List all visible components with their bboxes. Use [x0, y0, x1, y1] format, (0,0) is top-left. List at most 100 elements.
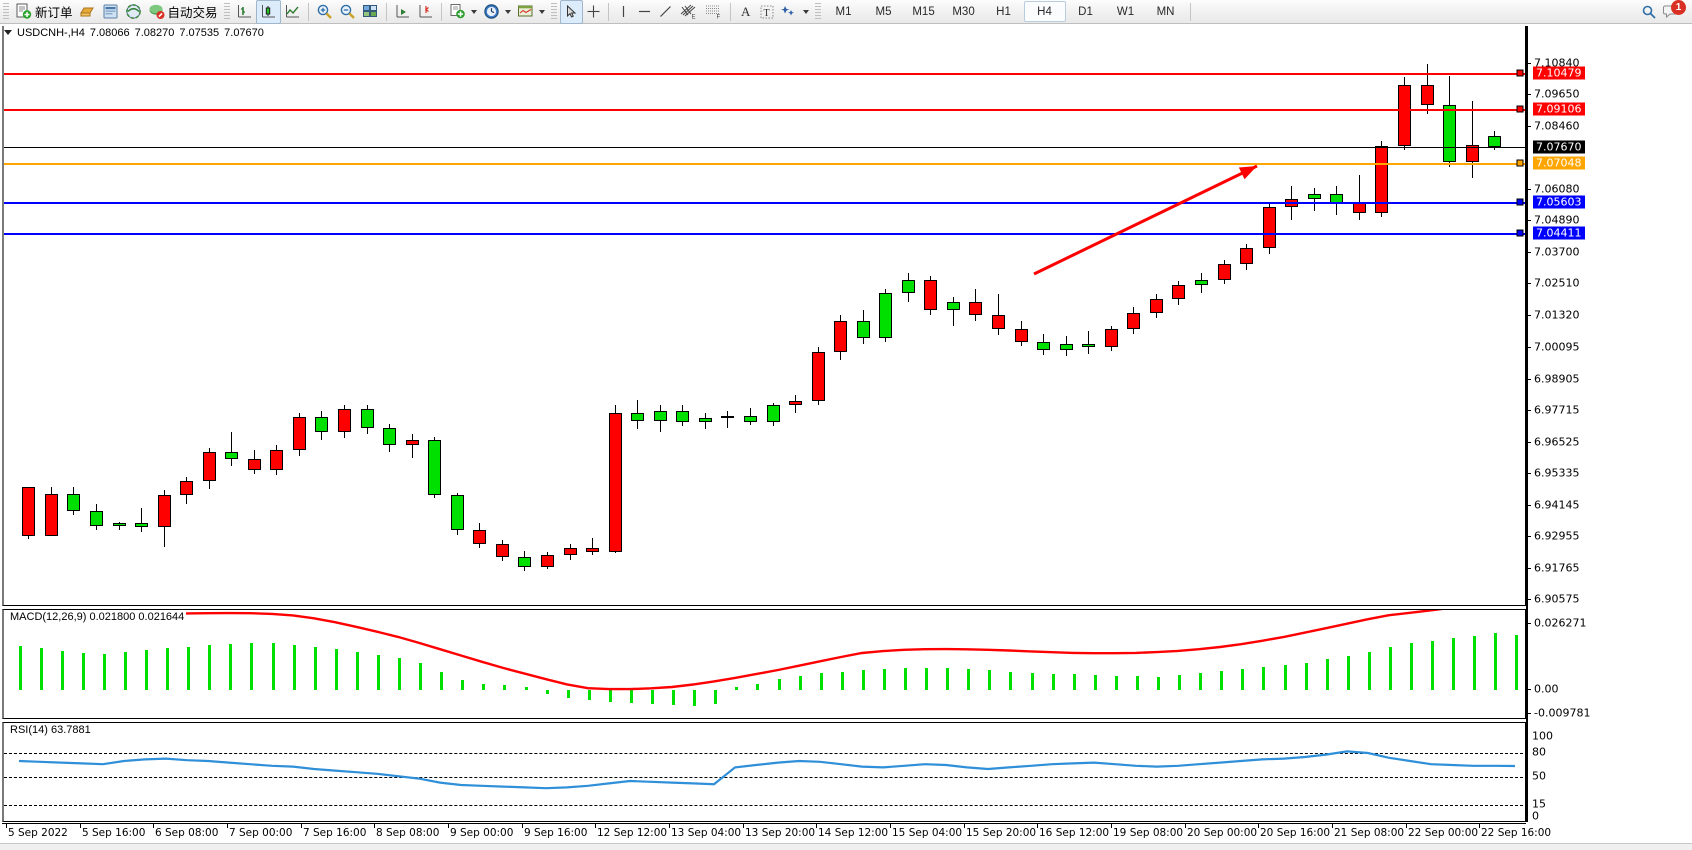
templates-dropdown-caret[interactable] [538, 9, 545, 14]
tf-m1[interactable]: M1 [835, 5, 852, 18]
new-order-icon [16, 3, 32, 19]
equidistant-channel-button[interactable]: E [676, 1, 701, 23]
market-watch-button[interactable] [76, 1, 99, 23]
macd-histogram-bar [862, 670, 865, 690]
tf-h4[interactable]: H4 [1023, 1, 1066, 22]
trendline[interactable] [1033, 164, 1258, 276]
rsi-panel[interactable]: RSI(14) 63.7881 [2, 722, 1526, 822]
arrows-tool-button[interactable] [778, 1, 812, 23]
chart-menu-caret[interactable] [4, 30, 12, 35]
price-tag-support-1[interactable]: 7.05603 [1533, 195, 1585, 209]
candle-body [1036, 341, 1050, 350]
arrows-dropdown-caret[interactable] [802, 9, 809, 14]
price-chart-panel[interactable] [2, 26, 1526, 606]
macd-histogram-bar [208, 645, 211, 690]
price-level-resistance-1[interactable] [4, 72, 1525, 75]
time-tick-label: 15 Sep 04:00 [892, 827, 963, 839]
candlestick-chart-button[interactable] [255, 0, 281, 24]
level-handle-support-2[interactable] [1516, 229, 1524, 237]
macd-histogram-bar [1115, 675, 1118, 690]
grid-view-button[interactable] [359, 1, 382, 23]
macd-histogram-bar [1452, 637, 1455, 690]
vertical-line-tool-button[interactable] [613, 1, 634, 23]
tf-mn[interactable]: MN [1156, 5, 1175, 18]
trendline-tool-button[interactable] [655, 1, 676, 23]
toolbar-grip-2[interactable] [223, 2, 230, 21]
vertical-line-icon [622, 6, 624, 17]
candle-body [720, 415, 734, 419]
price-tag-pivot[interactable]: 7.07048 [1533, 156, 1585, 170]
templates-button[interactable] [514, 1, 548, 23]
macd-histogram-bar [1009, 671, 1012, 690]
level-handle-resistance-2[interactable] [1516, 105, 1524, 113]
tf-h1[interactable]: H1 [996, 5, 1011, 18]
macd-histogram-bar [1410, 643, 1413, 690]
tf-m15[interactable]: M15 [912, 5, 935, 18]
price-chart-canvas[interactable] [4, 26, 1525, 605]
candle-wick [1472, 101, 1473, 178]
indicators-button[interactable] [446, 1, 480, 23]
globe-icon [125, 4, 141, 19]
new-order-button[interactable]: 新订单 [12, 1, 76, 23]
macd-histogram-bar [1157, 676, 1160, 690]
crosshair-tool-button[interactable] [583, 1, 604, 23]
time-axis[interactable]: 5 Sep 2022 5 Sep 16:00 6 Sep 08:00 7 Sep 00… [2, 823, 1551, 843]
price-level-support-2[interactable] [4, 233, 1525, 236]
candle-body [743, 415, 757, 423]
tf-d1[interactable]: D1 [1078, 5, 1093, 18]
navigator-button[interactable] [122, 1, 145, 23]
search-button[interactable] [1638, 1, 1660, 23]
tf-m30[interactable]: M30 [952, 5, 975, 18]
period-dropdown-caret[interactable] [504, 9, 511, 14]
macd-histogram-bar [1199, 673, 1202, 690]
horizontal-line-tool-button[interactable] [634, 1, 655, 23]
macd-histogram-bar [314, 646, 317, 690]
line-chart-button[interactable] [281, 1, 304, 23]
macd-histogram-bar [145, 650, 148, 690]
price-tag-resistance-2[interactable]: 7.09106 [1533, 102, 1585, 116]
level-handle-resistance-1[interactable] [1516, 69, 1524, 77]
chart-shift-button[interactable] [414, 1, 437, 23]
notifications-button[interactable]: 1 [1660, 0, 1686, 23]
tf-w1[interactable]: W1 [1116, 5, 1135, 18]
price-tag-support-2[interactable]: 7.04411 [1533, 226, 1585, 240]
time-tick [1332, 824, 1333, 828]
fibonacci-tool-button[interactable]: F [701, 1, 726, 23]
trendline-arrowhead [1238, 166, 1257, 180]
trendline-overlay[interactable] [4, 26, 1525, 605]
macd-histogram-bar [525, 686, 528, 690]
price-tick-label: 7.08460 [1534, 119, 1580, 133]
price-level-resistance-2[interactable] [4, 108, 1525, 111]
macd-histogram-bar [778, 678, 781, 690]
tf-m5[interactable]: M5 [875, 5, 892, 18]
candle-body [608, 413, 622, 553]
price-axis[interactable]: 7.10840 7.09650 7.08460 7.06080 7.04890 7.037… [1526, 0, 1692, 850]
candle-body [833, 320, 847, 353]
time-tick-label: 7 Sep 00:00 [229, 827, 293, 839]
toolbar-grip-4[interactable] [814, 2, 821, 21]
auto-scroll-button[interactable] [391, 1, 414, 23]
level-handle-support-1[interactable] [1516, 198, 1524, 206]
zoom-out-button[interactable] [336, 1, 359, 23]
macd-panel[interactable]: MACD(12,26,9) 0.021800 0.021644 [2, 609, 1526, 719]
auto-trading-button[interactable]: 自动交易 [145, 1, 221, 23]
cursor-tool-button[interactable] [559, 0, 583, 24]
price-level-pivot[interactable] [4, 163, 1525, 166]
macd-histogram-bar [546, 689, 549, 694]
rsi-tick-label: 80 [1532, 745, 1546, 759]
bar-chart-button[interactable] [233, 1, 256, 23]
level-handle-pivot[interactable] [1516, 159, 1524, 167]
price-level-support-1[interactable] [4, 201, 1525, 204]
zoom-in-button[interactable] [313, 1, 336, 23]
indicators-dropdown-caret[interactable] [470, 9, 477, 14]
data-window-button[interactable] [99, 1, 122, 23]
toolbar-grip-3[interactable] [550, 2, 557, 21]
period-button[interactable] [480, 1, 514, 23]
toolbar-grip[interactable] [3, 2, 9, 21]
price-tag-resistance-1[interactable]: 7.10479 [1533, 66, 1585, 80]
text-tool-button[interactable]: A [735, 1, 756, 23]
text-label-tool-button[interactable]: T [756, 1, 778, 23]
candle-body [968, 302, 982, 316]
macd-signal-line [18, 610, 1444, 691]
price-tag-current-price[interactable]: 7.07670 [1533, 140, 1585, 154]
